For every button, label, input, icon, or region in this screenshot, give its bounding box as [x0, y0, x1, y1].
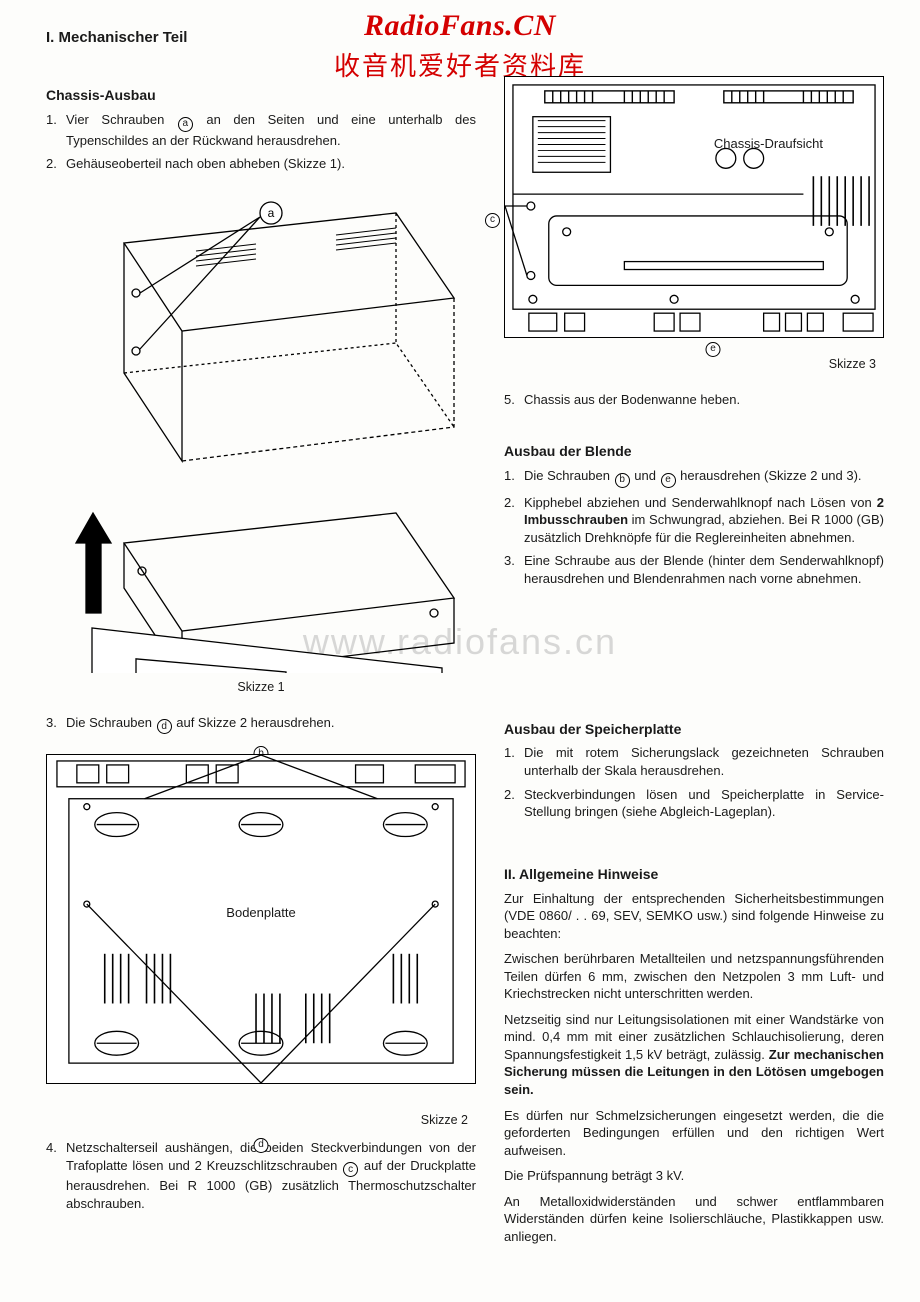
chassis-step-5-list: 5. Chassis aus der Bodenwanne heben.: [504, 391, 884, 409]
figure-1-wrap: a Skizze 1: [46, 183, 476, 696]
figure-3-wrap: c: [504, 76, 884, 373]
label-d-inline: d: [157, 719, 172, 734]
chassis-step-2: 2. Gehäuseoberteil nach oben abheben (Sk…: [46, 155, 476, 173]
section2-title: II. Allgemeine Hinweise: [504, 865, 884, 884]
chassis-steps-1-2: 1. Vier Schrauben a an den Seiten und ei…: [46, 111, 476, 173]
figure-2-wrap: b: [46, 754, 476, 1129]
chassis-step-5: 5. Chassis aus der Bodenwanne heben.: [504, 391, 884, 409]
fig3-caption: Skizze 3: [504, 356, 884, 373]
fig2-caption: Skizze 2: [46, 1112, 476, 1129]
figure-1-svg: a: [46, 183, 476, 673]
blende-step-3: 3. Eine Schraube aus der Blende (hinter …: [504, 552, 884, 587]
fig2-label-d: d: [253, 1138, 270, 1153]
sec2-p2: Zwischen berührbaren Metallteilen und ne…: [504, 950, 884, 1003]
blende-step-2: 2. Kipphebel abziehen und Senderwahlknop…: [504, 494, 884, 547]
chassis-heading: Chassis-Ausbau: [46, 86, 476, 105]
label-c-inline: c: [343, 1162, 358, 1177]
page-columns: I. Mechanischer Teil Chassis-Ausbau 1. V…: [46, 28, 884, 1253]
label-a-inline: a: [178, 117, 193, 132]
fig3-label-c: c: [484, 213, 501, 228]
sec2-p1: Zur Einhaltung der entsprechenden Sicher…: [504, 890, 884, 943]
sec2-p5: Die Prüfspannung beträgt 3 kV.: [504, 1167, 884, 1185]
left-column: I. Mechanischer Teil Chassis-Ausbau 1. V…: [46, 28, 476, 1253]
label-b-inline: b: [615, 473, 630, 488]
label-e-inline: e: [661, 473, 676, 488]
blende-steps: 1. Die Schrauben b und e herausdrehen (S…: [504, 467, 884, 587]
section1-title: I. Mechanischer Teil: [46, 28, 476, 48]
blende-step-1: 1. Die Schrauben b und e herausdrehen (S…: [504, 467, 884, 488]
speicher-step-1: 1. Die mit rotem Sicherungslack gezeichn…: [504, 744, 884, 779]
chassis-step-1: 1. Vier Schrauben a an den Seiten und ei…: [46, 111, 476, 149]
svg-text:a: a: [268, 206, 275, 220]
chassis-step-3: 3. Die Schrauben d auf Skizze 2 herausdr…: [46, 714, 476, 735]
sec2-p3: Netzseitig sind nur Leitungsisolationen …: [504, 1011, 884, 1099]
sec2-p6: An Metalloxidwiderständen und schwer ent…: [504, 1193, 884, 1246]
sec2-p4: Es dürfen nur Schmelzsicherungen eingese…: [504, 1107, 884, 1160]
fig3-inner-label: Chassis-Draufsicht: [714, 135, 823, 153]
speicher-steps: 1. Die mit rotem Sicherungslack gezeichn…: [504, 744, 884, 820]
chassis-step-3-list: 3. Die Schrauben d auf Skizze 2 herausdr…: [46, 714, 476, 735]
speicher-step-2: 2. Steckverbindungen lösen und Speicherp…: [504, 786, 884, 821]
blende-heading: Ausbau der Blende: [504, 442, 884, 461]
right-column: c: [504, 28, 884, 1253]
fig1-caption: Skizze 1: [46, 679, 476, 696]
figure-3-svg: [505, 77, 883, 337]
fig2-inner-label: Bodenplatte: [226, 904, 295, 922]
speicher-heading: Ausbau der Speicherplatte: [504, 720, 884, 739]
fig3-label-e: e: [705, 342, 722, 357]
